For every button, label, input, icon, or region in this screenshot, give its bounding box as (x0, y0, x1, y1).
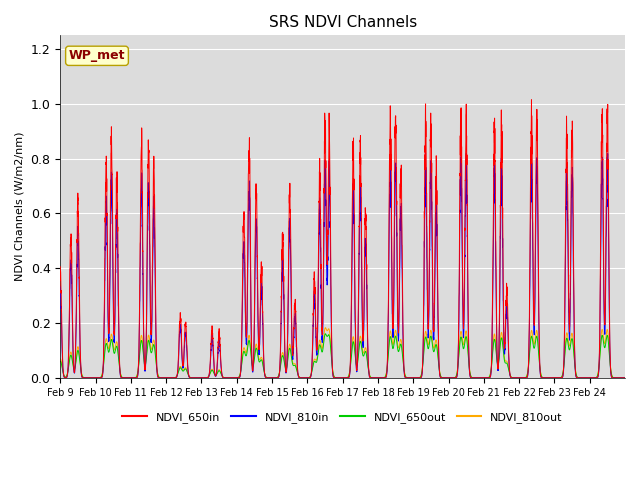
Text: WP_met: WP_met (68, 49, 125, 62)
Title: SRS NDVI Channels: SRS NDVI Channels (269, 15, 417, 30)
Y-axis label: NDVI Channels (W/m2/nm): NDVI Channels (W/m2/nm) (15, 132, 25, 281)
Legend: NDVI_650in, NDVI_810in, NDVI_650out, NDVI_810out: NDVI_650in, NDVI_810in, NDVI_650out, NDV… (118, 407, 567, 427)
